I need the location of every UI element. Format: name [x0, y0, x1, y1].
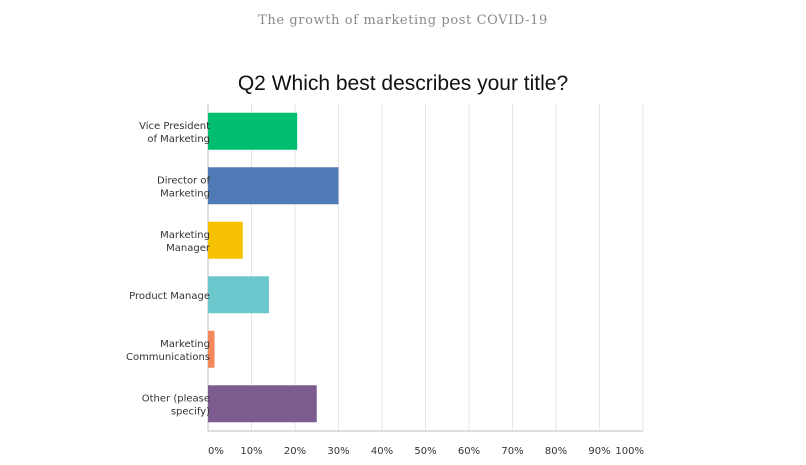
bars [208, 112, 339, 423]
bar[interactable] [208, 221, 243, 259]
category-label-line: Vice President [139, 121, 210, 132]
x-tick-label: 30% [327, 446, 349, 457]
x-tick-label: 40% [371, 446, 393, 457]
category-label-line: Director of [157, 175, 210, 186]
category-label: Vice President of Marketing [139, 121, 210, 145]
x-tick-label: 10% [240, 446, 262, 457]
x-tick-label: 0% [208, 446, 224, 457]
category-label-line: of Marketing [147, 134, 210, 145]
category-label: Marketing Manager [160, 230, 211, 254]
category-label-line: Product Manage [129, 291, 210, 302]
x-tick-label: 80% [545, 446, 567, 457]
category-label-line: Marketing [160, 339, 210, 350]
grid-lines [207, 104, 644, 432]
category-label-line: specify) [171, 406, 210, 417]
bar[interactable] [208, 330, 215, 368]
bar[interactable] [208, 167, 339, 205]
x-tick-label: 50% [414, 446, 436, 457]
bar[interactable] [208, 112, 298, 150]
category-label-line: Other (please [142, 393, 210, 404]
category-labels: Vice President of Marketing Director of Mar… [126, 121, 211, 418]
bar[interactable] [208, 385, 317, 423]
category-label: Marketing Communications [126, 339, 210, 363]
category-label-line: Marketing [160, 188, 210, 199]
chart-title: Q2 Which best describes your title? [237, 72, 569, 95]
x-tick-label: 70% [501, 446, 523, 457]
category-label-line: Communications [126, 352, 210, 363]
category-label: Other (please specify) [142, 393, 210, 417]
x-tick-labels: 0% 10% 20% 30% 40% 50% 60% 70% 80% 90% 100% [208, 446, 644, 457]
page-header-title: The growth of marketing post COVID-19 [258, 13, 548, 28]
category-label-line: Marketing [160, 230, 210, 241]
bar[interactable] [208, 276, 269, 314]
x-tick-label: 90% [588, 446, 610, 457]
category-label: Director of Marketing [157, 175, 210, 199]
x-tick-label: 100% [615, 446, 644, 457]
x-tick-label: 60% [458, 446, 480, 457]
category-label: Product Manage [129, 291, 210, 302]
x-tick-label: 20% [284, 446, 306, 457]
category-label-line: Manager [166, 243, 211, 254]
